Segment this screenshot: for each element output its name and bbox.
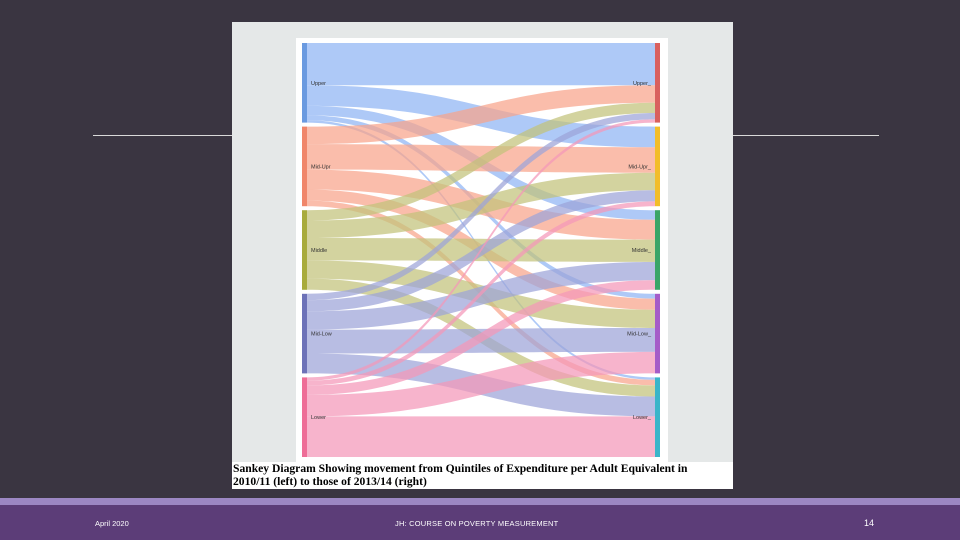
flow-lower-to-upper: [307, 119, 655, 381]
right-node-label: Mid-Low_: [627, 332, 652, 338]
flow-lower-to-mid-upr: [307, 201, 655, 386]
left-node-label: Mid-Low: [311, 332, 332, 338]
flow-mid-upr-to-upper: [307, 85, 655, 145]
right-node-middle: [655, 210, 660, 290]
left-node-mid-upr: [302, 126, 307, 207]
slide-number: 14: [864, 518, 875, 528]
flow-lower-to-mid-low: [307, 351, 655, 417]
left-node-mid-low: [302, 293, 307, 374]
right-node-mid-low: [655, 293, 660, 374]
sankey-plot: Upper Mid-Upr Middle Mid-Low Lower Upper_ Mid-…: [296, 38, 668, 462]
left-node-label: Middle: [311, 248, 327, 254]
flow-mid-low-to-upper: [307, 113, 655, 301]
footer-date: April 2020: [95, 519, 129, 528]
right-node-lower: [655, 377, 660, 457]
flow-lower-to-middle: [307, 280, 655, 395]
left-node-label: Mid-Upr: [311, 164, 331, 170]
footer-course-title: JH: COURSE ON POVERTY MEASUREMENT: [395, 519, 559, 528]
sankey-figure: Upper Mid-Upr Middle Mid-Low Lower Upper_ Mid-…: [232, 22, 733, 489]
decorative-rule-right: [732, 135, 879, 136]
left-node-lower: [302, 377, 307, 457]
right-node-label: Mid-Upr_: [628, 164, 652, 170]
flow-mid-low-to-middle: [307, 261, 655, 330]
right-node-mid-upr: [655, 126, 660, 207]
left-node-upper: [302, 43, 307, 123]
footer-accent-band: [0, 498, 960, 505]
left-node-middle: [302, 210, 307, 290]
flow-middle-to-upper: [307, 102, 655, 221]
right-node-upper: [655, 43, 660, 123]
sankey-diagram: Upper Mid-Upr Middle Mid-Low Lower Upper_ Mid-…: [302, 43, 660, 457]
figure-caption: Sankey Diagram Showing movement from Qui…: [232, 462, 733, 489]
decorative-rule-left: [93, 135, 233, 136]
right-node-label: Upper_: [633, 81, 652, 87]
left-node-label: Upper: [311, 81, 326, 87]
flow-upper-to-upper: [307, 43, 655, 86]
right-node-label: Lower_: [633, 415, 652, 421]
right-node-label: Middle_: [632, 248, 652, 254]
flow-lower-to-lower: [307, 416, 655, 457]
slide-footer: April 2020 JH: COURSE ON POVERTY MEASURE…: [0, 505, 960, 540]
left-node-label: Lower: [311, 415, 326, 421]
